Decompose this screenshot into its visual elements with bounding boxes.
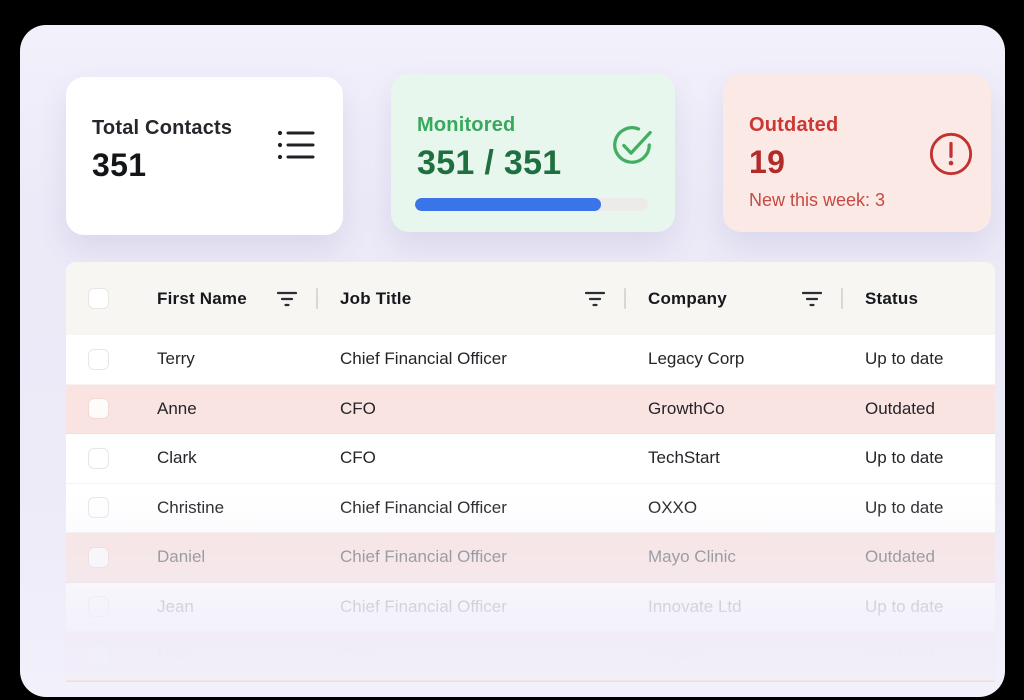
cell-first-name: Daniel	[157, 547, 206, 567]
table-row[interactable]: Terry Chief Financial Officer Legacy Cor…	[66, 335, 995, 385]
row-checkbox[interactable]	[88, 497, 109, 519]
table-row[interactable]: Noah CFO Legacy Outdated	[66, 632, 995, 682]
cell-status: Up to date	[865, 596, 944, 616]
row-checkbox-cell	[66, 546, 157, 568]
column-header-first-name: First Name	[157, 262, 340, 335]
cell-company: OXXO	[648, 497, 698, 517]
cell-first-name: Christine	[157, 497, 225, 517]
cell-first-name: Jean	[157, 596, 194, 616]
table-body: Terry Chief Financial Officer Legacy Cor…	[66, 335, 995, 682]
table-header-checkbox-cell	[66, 262, 157, 335]
check-circle-icon	[609, 122, 653, 166]
cell-first-name: Anne	[157, 398, 197, 418]
cell-status: Up to date	[865, 497, 944, 517]
cell-job-title: Chief Financial Officer	[340, 497, 507, 517]
list-icon	[277, 125, 315, 165]
cell-status: Up to date	[865, 448, 944, 468]
monitored-card: Monitored 351 / 351	[391, 74, 675, 232]
cell-company: Legacy Corp	[648, 349, 745, 369]
cell-status: Up to date	[865, 349, 944, 369]
table-row[interactable]: Clark CFO TechStart Up to date	[66, 434, 995, 484]
column-label: First Name	[157, 288, 247, 308]
table-row[interactable]: Christine Chief Financial Officer OXXO U…	[66, 484, 995, 533]
outdated-label: Outdated	[749, 114, 839, 136]
total-contacts-value: 351	[92, 147, 147, 183]
monitored-value: 351 / 351	[417, 144, 562, 182]
cell-status: Outdated	[865, 547, 935, 567]
cell-job-title: Chief Financial Officer	[340, 596, 507, 616]
row-checkbox-cell	[66, 497, 157, 519]
contacts-table: First Name Job Title	[64, 262, 997, 682]
column-header-job-title: Job Title	[340, 262, 648, 335]
column-separator	[841, 288, 843, 309]
filter-icon[interactable]	[799, 288, 825, 309]
row-checkbox[interactable]	[88, 546, 109, 568]
column-header-status: Status	[865, 262, 995, 335]
row-checkbox-cell	[66, 596, 157, 618]
table-row[interactable]: Anne CFO GrowthCo Outdated	[66, 384, 995, 434]
filter-icon[interactable]	[582, 288, 608, 309]
monitored-progress-fill	[415, 198, 602, 211]
cell-company: Mayo Clinic	[648, 547, 736, 567]
dashboard-panel: Total Contacts 351 Monitored 351 / 351	[20, 25, 1005, 697]
row-checkbox[interactable]	[88, 398, 109, 420]
cell-job-title: CFO	[340, 448, 376, 468]
column-header-company: Company	[648, 262, 865, 335]
stat-cards-row: Total Contacts 351 Monitored 351 / 351	[66, 74, 991, 235]
column-separator	[316, 288, 318, 309]
select-all-checkbox[interactable]	[88, 288, 109, 309]
alert-circle-icon	[928, 131, 973, 176]
outdated-card: Outdated 19 New this week: 3	[723, 74, 991, 232]
row-checkbox[interactable]	[88, 645, 109, 667]
table-header-row: First Name Job Title	[66, 262, 995, 335]
row-checkbox-cell	[66, 398, 157, 420]
cell-company: Legacy	[648, 646, 703, 666]
column-label: Company	[648, 288, 727, 308]
column-label: Status	[865, 288, 919, 308]
column-label: Job Title	[340, 288, 412, 308]
total-contacts-label: Total Contacts	[92, 117, 233, 139]
row-checkbox-cell	[66, 348, 157, 370]
cell-job-title: CFO	[340, 398, 376, 418]
cell-job-title: Chief Financial Officer	[340, 547, 507, 567]
cell-company: TechStart	[648, 448, 720, 468]
cell-status: Outdated	[865, 398, 935, 418]
table-row[interactable]: Jean Chief Financial Officer Innovate Lt…	[66, 583, 995, 632]
cell-job-title: Chief Financial Officer	[340, 349, 507, 369]
row-checkbox[interactable]	[88, 447, 109, 469]
column-separator	[624, 288, 626, 309]
monitored-label: Monitored	[417, 114, 516, 136]
cell-first-name: Clark	[157, 448, 197, 468]
row-checkbox-cell	[66, 645, 157, 667]
cell-company: GrowthCo	[648, 398, 725, 418]
outdated-new-this-week: New this week: 3	[749, 190, 886, 210]
table-row[interactable]: Daniel Chief Financial Officer Mayo Clin…	[66, 533, 995, 583]
row-checkbox[interactable]	[88, 348, 109, 370]
row-checkbox[interactable]	[88, 596, 109, 618]
cell-status: Outdated	[865, 646, 935, 666]
cell-first-name: Terry	[157, 349, 195, 369]
row-checkbox-cell	[66, 447, 157, 469]
cell-job-title: CFO	[340, 646, 376, 666]
cell-company: Innovate Ltd	[648, 596, 742, 616]
cell-first-name: Noah	[157, 646, 198, 666]
outdated-value: 19	[749, 144, 786, 180]
monitored-progress-track	[415, 198, 648, 211]
filter-icon[interactable]	[274, 288, 300, 309]
total-contacts-card: Total Contacts 351	[66, 77, 343, 235]
